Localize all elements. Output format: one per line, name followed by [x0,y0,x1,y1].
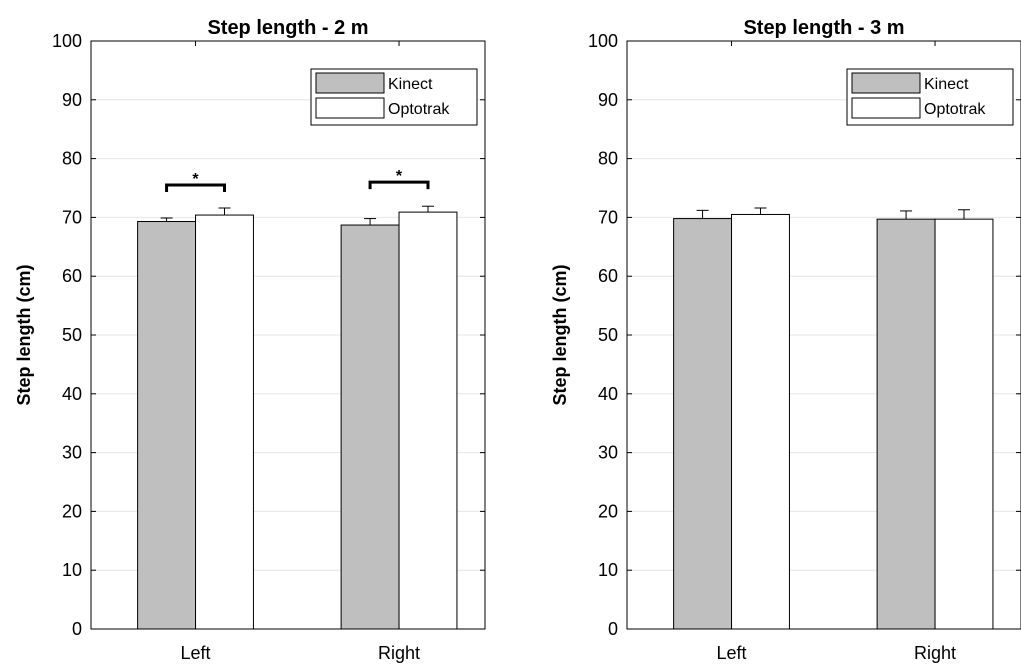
bar-kinect-left [673,218,733,630]
y-tick-label: 20 [598,501,618,521]
x-tick-label: Right [378,643,420,663]
legend-swatch-kinect [851,72,921,94]
legend-swatch-optotrak [851,97,921,119]
legend: Kinect Optotrak [846,68,1014,126]
y-tick-label: 30 [62,443,82,463]
legend-swatch-optotrak [315,97,385,119]
significance-bracket [165,183,226,193]
axes-box [626,40,1021,630]
y-tick-label: 90 [598,90,618,110]
y-tick-label: 70 [62,207,82,227]
x-tick-label: Left [181,643,211,663]
chart-title: Step length - 2 m [207,17,368,39]
bar-kinect-right [876,218,936,630]
y-tick-label: 90 [62,90,82,110]
legend-label-kinect: Kinect [388,76,433,93]
y-axis-label: Step length (cm) [550,264,570,405]
y-tick-label: 100 [52,31,82,51]
legend-label-optotrak: Optotrak [388,101,450,118]
y-tick-label: 20 [62,501,82,521]
y-tick-label: 70 [598,207,618,227]
significance-star: * [192,171,199,188]
y-tick-label: 60 [598,266,618,286]
bar-kinect-right [340,224,400,630]
significance-bracket [368,180,430,190]
y-tick-label: 50 [62,325,82,345]
bar-optotrak-left [195,214,254,630]
y-tick-label: 80 [62,149,82,169]
y-tick-label: 60 [62,266,82,286]
legend: Kinect Optotrak [310,68,478,126]
bar-optotrak-left [731,213,790,630]
chart-panel-2: Left Right 0 10 20 30 40 50 60 70 80 90 100 Step leng… [550,17,1021,663]
legend-label-kinect: Kinect [924,76,969,93]
axes-box [90,40,486,630]
y-tick-label: 50 [598,325,618,345]
y-tick-label: 0 [72,619,82,639]
bar-kinect-left [137,221,197,630]
bar-optotrak-right [398,211,458,630]
y-tick-label: 10 [62,560,82,580]
y-tick-label: 0 [608,619,618,639]
y-tick-label: 40 [62,384,82,404]
y-tick-label: 80 [598,149,618,169]
y-tick-label: 40 [598,384,618,404]
x-tick-label: Right [914,643,956,663]
bar-optotrak-right [934,218,994,630]
y-tick-label: 100 [588,31,618,51]
chart-title: Step length - 3 m [743,17,904,39]
significance-star: * [396,168,403,185]
chart-panel-1: Left Right * * 0 10 20 30 40 50 60 70 80 90 100 Step le… [14,17,486,663]
y-axis-label: Step length (cm) [14,264,34,405]
x-tick-label: Left [717,643,747,663]
legend-swatch-kinect [315,72,385,94]
y-tick-label: 10 [598,560,618,580]
legend-label-optotrak: Optotrak [924,101,986,118]
y-tick-label: 30 [598,443,618,463]
